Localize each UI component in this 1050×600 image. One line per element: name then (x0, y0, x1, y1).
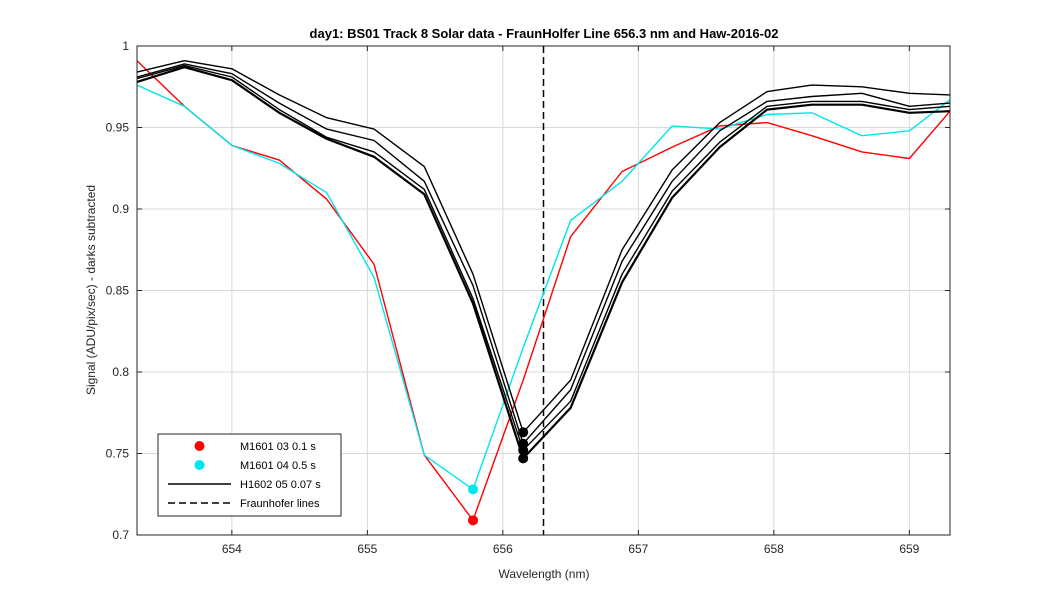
series-marker-1 (468, 515, 479, 526)
legend-marker (194, 441, 205, 451)
marker-group (468, 427, 529, 526)
y-tick-label: 0.95 (106, 121, 130, 135)
series-marker-5 (518, 445, 529, 456)
legend-label: M1601 04 0.5 s (240, 460, 316, 472)
legend-label: H1602 05 0.07 s (240, 479, 321, 491)
series-line-1 (136, 60, 951, 521)
series-marker-3 (518, 427, 529, 438)
legend-box (157, 433, 342, 517)
series-line-5 (136, 64, 951, 451)
x-tick-label: 658 (764, 542, 784, 556)
legend-marker (194, 460, 205, 470)
x-axis: 654 655 656 657 658 659 (222, 46, 920, 556)
y-axis-label: Signal (ADU/pix/sec) - darks subtracted (84, 185, 98, 395)
x-tick-label: 655 (357, 542, 377, 556)
series-marker-6 (518, 453, 529, 464)
chart-title: day1: BS01 Track 8 Solar data - FraunHol… (310, 26, 779, 41)
legend-label: Fraunhofer lines (240, 498, 320, 510)
y-axis: 0.7 0.75 0.8 0.85 0.9 0.95 1 (106, 39, 950, 542)
x-tick-label: 659 (899, 542, 919, 556)
y-tick-label: 0.85 (106, 284, 130, 298)
legend: M1601 03 0.1 s M1601 04 0.5 s H1602 05 0.0… (157, 433, 342, 517)
series-line-3 (136, 60, 951, 433)
series-line-4 (136, 63, 951, 445)
series-line-6 (136, 66, 951, 460)
y-tick-label: 0.8 (112, 365, 129, 379)
y-tick-label: 0.7 (112, 528, 129, 542)
series-marker-2 (468, 484, 479, 495)
x-tick-label: 657 (628, 542, 648, 556)
series-group (136, 60, 951, 521)
series-line-2 (136, 84, 951, 491)
legend-label: M1601 03 0.1 s (240, 441, 316, 453)
x-axis-label: Wavelength (nm) (499, 567, 590, 581)
y-tick-label: 0.9 (112, 202, 129, 216)
x-tick-label: 654 (222, 542, 242, 556)
x-tick-label: 656 (493, 542, 513, 556)
y-tick-label: 0.75 (106, 447, 130, 461)
y-tick-label: 1 (122, 39, 129, 53)
